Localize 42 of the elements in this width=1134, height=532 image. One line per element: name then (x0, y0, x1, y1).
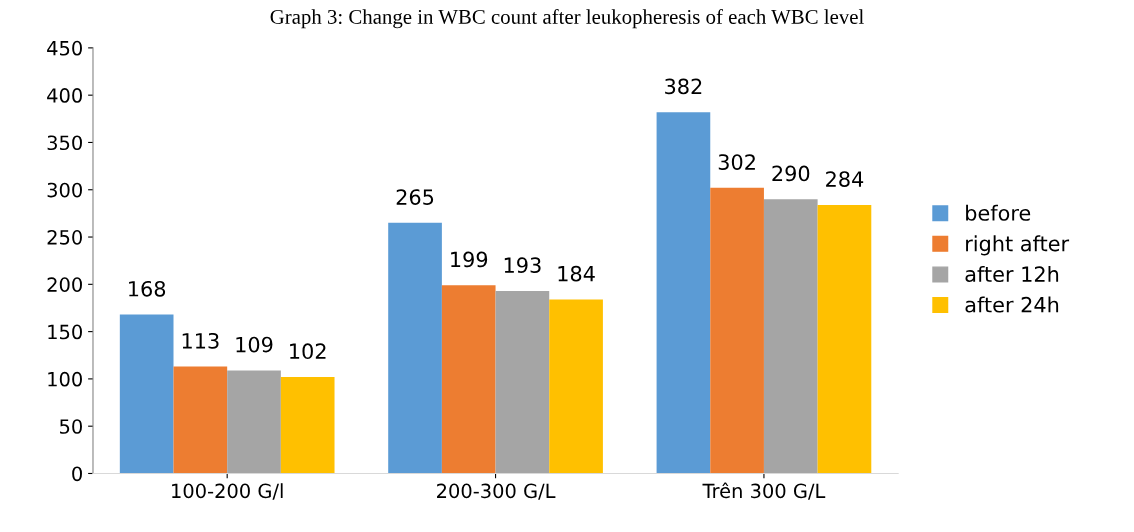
y-tick-label: 250 (47, 229, 82, 245)
legend-label: right after (966, 235, 1070, 256)
bar (119, 314, 174, 474)
data-label: 199 (451, 251, 488, 268)
bar (817, 204, 872, 474)
bar (549, 299, 603, 474)
y-tick-label: 50 (60, 419, 82, 434)
chart-title: Graph 3: Change in WBC count after leukopheresis of each WBC level (270, 9, 864, 29)
data-label: 168 (129, 280, 166, 297)
y-tick-label: 400 (47, 88, 82, 103)
bar (763, 199, 818, 474)
x-tick-label: Trên 300 G/L (702, 482, 826, 500)
legend-label: after 12h (965, 265, 1059, 283)
y-tick-label: 0 (72, 466, 82, 482)
data-label: 184 (558, 265, 595, 282)
bar (656, 112, 711, 474)
data-label: 265 (396, 189, 434, 205)
data-label: 382 (665, 78, 702, 95)
data-label: 284 (826, 171, 864, 187)
legend-label: before (966, 204, 1031, 221)
bar (441, 285, 496, 474)
y-tick-label: 200 (47, 277, 82, 292)
bar (227, 370, 281, 474)
bar (710, 187, 764, 474)
y-tick-label: 300 (47, 182, 82, 198)
y-tick-label: 350 (47, 135, 82, 151)
data-label: 113 (182, 332, 219, 349)
y-tick-label: 100 (48, 371, 82, 387)
bar (280, 377, 335, 474)
legend-label: after 24h (965, 296, 1059, 313)
bar (173, 366, 228, 474)
y-tick-label: 450 (47, 40, 82, 56)
data-label: 290 (772, 165, 810, 182)
bar (495, 290, 550, 474)
data-label: 193 (504, 257, 541, 274)
data-label: 302 (718, 154, 755, 170)
data-label: 109 (236, 336, 273, 353)
bar (388, 222, 442, 474)
y-tick-label: 150 (48, 324, 82, 340)
data-label: 102 (290, 343, 326, 360)
x-tick-label: 200-300 G/L (437, 483, 556, 500)
x-tick-label: 100-200 G/l (172, 483, 283, 500)
